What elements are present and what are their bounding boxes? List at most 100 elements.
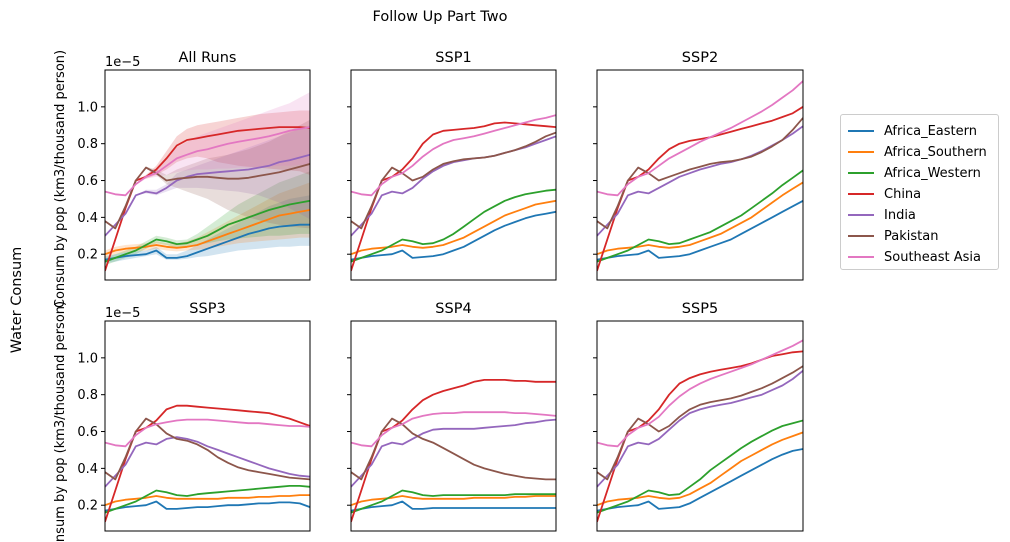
series-line-africa-southern bbox=[105, 494, 310, 507]
y-tick-label: 0.2 bbox=[77, 248, 98, 263]
legend-item-india: India bbox=[841, 205, 916, 225]
subplot-title: SSP2 bbox=[682, 50, 718, 66]
legend: Africa_Eastern Africa_Southern Africa_West… bbox=[840, 114, 999, 270]
subplot-ssp5: SSP5 bbox=[593, 301, 804, 532]
legend-swatch bbox=[848, 130, 874, 132]
series-line-pakistan bbox=[105, 163, 310, 230]
subplot-title: SSP3 bbox=[189, 301, 225, 317]
axes-frame bbox=[596, 320, 804, 532]
legend-swatch bbox=[848, 256, 874, 258]
series-line-india bbox=[351, 135, 556, 237]
series-line-africa-southern bbox=[597, 181, 803, 256]
series-line-india bbox=[105, 436, 310, 488]
series-line-southeast-asia bbox=[105, 418, 310, 448]
series-line-india bbox=[351, 418, 556, 488]
legend-swatch bbox=[848, 172, 874, 174]
series-line-pakistan bbox=[105, 417, 310, 481]
series-line-africa-eastern bbox=[597, 200, 803, 261]
legend-item-pakistan: Pakistan bbox=[841, 226, 938, 246]
subplot-ssp1: SSP1 bbox=[347, 50, 557, 281]
series-line-africa-eastern bbox=[105, 223, 310, 261]
y-offset-label: 1e−5 bbox=[105, 55, 140, 70]
series-line-africa-southern bbox=[597, 431, 803, 507]
series-line-pakistan bbox=[597, 117, 803, 230]
series-line-india bbox=[105, 153, 310, 237]
legend-label: Africa_Eastern bbox=[884, 123, 977, 139]
series-line-southeast-asia bbox=[351, 411, 556, 448]
y-axis-label: Consum by pop (km3/thousand person) bbox=[53, 301, 68, 542]
y-tick-label: 1.0 bbox=[77, 351, 98, 366]
band-india bbox=[105, 125, 310, 236]
subplot-all-runs: All Runs 0.2 0.4 0.6 0.8 1.0 1e−5 Consum by pop… bbox=[53, 50, 311, 308]
series-line-pakistan bbox=[597, 365, 803, 481]
y-offset-label: 1e−5 bbox=[105, 306, 140, 321]
plot-area bbox=[105, 92, 310, 272]
series-line-china bbox=[105, 126, 310, 272]
y-tick-label: 0.4 bbox=[77, 211, 98, 226]
y-tick-label: 0.6 bbox=[77, 425, 98, 440]
legend-item-africa-western: Africa_Western bbox=[841, 163, 981, 183]
series-line-africa-western bbox=[597, 419, 803, 514]
series-line-africa-eastern bbox=[351, 210, 556, 261]
band-africa-western bbox=[105, 171, 310, 266]
series-line-china bbox=[105, 404, 310, 523]
band-china bbox=[105, 110, 310, 271]
y-axis-label: Consum by pop (km3/thousand person) bbox=[53, 50, 68, 308]
subplot-ssp4: SSP4 bbox=[347, 301, 557, 532]
series-line-africa-southern bbox=[351, 199, 556, 256]
band-africa-southern bbox=[105, 182, 310, 258]
legend-label: India bbox=[884, 207, 916, 223]
legend-swatch bbox=[848, 235, 874, 237]
y-tick-label: 1.0 bbox=[77, 100, 98, 115]
plot-area bbox=[597, 80, 803, 272]
axes-frame bbox=[350, 320, 557, 532]
subplot-title: SSP4 bbox=[435, 301, 471, 317]
legend-label: Pakistan bbox=[884, 228, 939, 244]
subplot-ssp2: SSP2 bbox=[593, 50, 804, 281]
series-line-africa-western bbox=[351, 489, 556, 514]
legend-swatch bbox=[848, 151, 874, 153]
series-line-africa-southern bbox=[105, 209, 310, 256]
subplot-title: SSP5 bbox=[682, 301, 718, 317]
legend-item-china: China bbox=[841, 184, 921, 204]
series-line-southeast-asia bbox=[597, 339, 803, 448]
plot-area bbox=[597, 339, 803, 523]
series-line-africa-eastern bbox=[351, 500, 556, 512]
series-line-southeast-asia bbox=[105, 126, 310, 197]
series-line-pakistan bbox=[351, 131, 556, 230]
axes-frame bbox=[596, 69, 804, 281]
band-southeast-asia bbox=[105, 92, 310, 196]
series-line-southeast-asia bbox=[351, 114, 556, 197]
legend-item-africa-southern: Africa_Southern bbox=[841, 142, 987, 162]
series-line-africa-western bbox=[351, 188, 556, 263]
legend-label: Africa_Western bbox=[884, 165, 981, 181]
plot-area bbox=[105, 404, 310, 523]
legend-item-africa-eastern: Africa_Eastern bbox=[841, 121, 977, 141]
series-line-africa-southern bbox=[351, 495, 556, 507]
series-line-china bbox=[597, 350, 803, 523]
subplot-title: SSP1 bbox=[435, 50, 471, 66]
series-line-pakistan bbox=[351, 417, 556, 481]
y-tick-label: 0.8 bbox=[77, 137, 98, 152]
legend-item-southeast-asia: Southeast Asia bbox=[841, 247, 981, 267]
series-line-china bbox=[597, 106, 803, 272]
figure-suptitle: Follow Up Part Two bbox=[373, 9, 508, 25]
series-line-india bbox=[597, 369, 803, 488]
y-tick-label: 0.4 bbox=[77, 462, 98, 477]
band-africa-eastern bbox=[105, 195, 310, 264]
series-line-china bbox=[351, 378, 556, 523]
subplot-ssp3: SSP3 0.2 0.4 0.6 0.8 1.0 1e−5 Consum by pop (km… bbox=[53, 301, 311, 542]
legend-swatch bbox=[848, 214, 874, 216]
subplot-title: All Runs bbox=[179, 50, 237, 66]
axes-frame bbox=[350, 69, 557, 281]
figure-supylabel: Water Consum bbox=[9, 247, 25, 354]
plot-area bbox=[351, 378, 556, 523]
legend-label: Africa_Southern bbox=[884, 144, 987, 160]
subplot-grid: All Runs 0.2 0.4 0.6 0.8 1.0 1e−5 Consum by pop… bbox=[53, 50, 804, 542]
plot-area bbox=[351, 114, 556, 272]
legend-label: China bbox=[884, 186, 922, 202]
legend-label: Southeast Asia bbox=[884, 249, 981, 265]
y-tick-label: 0.2 bbox=[77, 499, 98, 514]
axes-frame bbox=[104, 69, 311, 281]
